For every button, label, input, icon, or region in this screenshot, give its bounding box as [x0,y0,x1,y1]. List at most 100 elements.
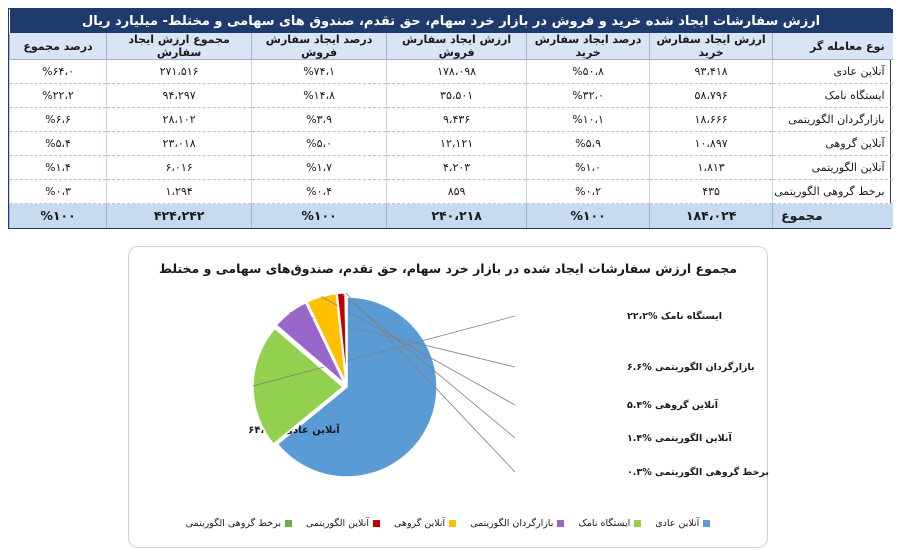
cell-sell-value: ۳۵،۵۰۱ [386,83,527,108]
cell-sell-value: ۱۷۸،۰۹۸ [386,59,527,84]
cell-sell-value: ۱۲،۱۲۱ [386,131,527,156]
legend-swatch [557,520,565,527]
legend-item: برخط گروهی الگوریتمی [186,518,292,529]
cell-trader-type: آنلاین عادی [772,59,893,84]
chart-title: مجموع ارزش سفارشات ایجاد شده در بازار خر… [158,261,738,276]
cell-buy-pct-total: %۱۰۰ [526,203,650,228]
cell-sell-value: ۴،۲۰۳ [386,155,527,180]
cell-total-pct-total: %۱۰۰ [8,203,107,228]
pie-leader-line [340,292,516,439]
cell-trader-type: آنلاین الگوریتمی [772,155,893,180]
legend-swatch [284,520,292,527]
orders-table: ارزش سفارشات ایجاد شده خرید و فروش در با… [8,9,893,228]
legend-label: بازارگردان الگوریتمی [470,518,554,529]
cell-total-label: مجموع [772,203,893,228]
header-sell-value: ارزش ایجاد سفارش فروش [386,33,527,60]
legend-label: آنلاین عادی [655,518,700,529]
table-row: آنلاین الگوریتمی ۱،۸۱۳ %۱،۰ ۴،۲۰۳ %۱،۷ ۶… [8,155,893,180]
cell-total-pct: %۱،۴ [8,155,107,180]
legend-swatch [703,520,711,527]
table-row: برخط گروهی الگوریتمی ۴۳۵ %۰،۲ ۸۵۹ %۰،۴ ۱… [8,179,893,204]
cell-buy-value-total: ۱۸۴،۰۲۴ [649,203,773,228]
cell-total-value: ۲۷۱،۵۱۶ [106,59,252,84]
table-row: آنلاین عادی ۹۳،۴۱۸ %۵۰،۸ ۱۷۸،۰۹۸ %۷۴،۱ ۲… [8,59,893,84]
legend-item: ایستگاه نامک [578,518,642,529]
cell-sell-pct: %۳،۹ [251,107,387,132]
table-row: آنلاین گروهی ۱۰،۸۹۷ %۵،۹ ۱۲،۱۲۱ %۵،۰ ۲۳،… [8,131,893,156]
header-total-value: مجموع ارزش ایجاد سفارش [106,33,252,60]
legend-swatch [449,520,457,527]
cell-total-pct: %۵،۴ [8,131,107,156]
cell-total-value: ۲۳،۰۱۸ [106,131,252,156]
cell-buy-pct: %۱۰،۱ [526,107,650,132]
pie-data-label: بازارگردان الگوریتمی %۶.۶ [627,361,755,373]
pie-leader-line [345,292,516,473]
table-row: ایستگاه نامک ۵۸،۷۹۶ %۳۲،۰ ۳۵،۵۰۱ %۱۴،۸ ۹… [8,83,893,108]
cell-buy-pct: %۵،۹ [526,131,650,156]
cell-total-pct: %۲۲،۲ [8,83,107,108]
cell-sell-value: ۹،۴۳۶ [386,107,527,132]
legend-swatch [634,520,642,527]
cell-sell-value-total: ۲۴۰،۲۱۸ [386,203,527,228]
cell-sell-value: ۸۵۹ [386,179,527,204]
pie-data-label: آنلاین گروهی %۵.۴ [627,398,719,411]
chart-legend: آنلاین عادی ایستگاه نامک بازارگردان الگوری… [129,518,767,529]
cell-trader-type: ایستگاه نامک [772,83,893,108]
legend-label: آنلاین گروهی [394,518,446,529]
cell-trader-type: برخط گروهی الگوریتمی [772,179,893,204]
header-sell-pct: درصد ایجاد سفارش فروش [251,33,387,60]
header-buy-value: ارزش ایجاد سفارش خرید [649,33,773,60]
cell-buy-value: ۹۳،۴۱۸ [649,59,773,84]
cell-total-value: ۲۸،۱۰۲ [106,107,252,132]
cell-buy-value: ۱۰،۸۹۷ [649,131,773,156]
legend-label: برخط گروهی الگوریتمی [185,518,281,529]
orders-table-container: ارزش سفارشات ایجاد شده خرید و فروش در با… [8,8,893,229]
cell-buy-value: ۴۳۵ [649,179,773,204]
legend-label: آنلاین الگوریتمی [305,518,370,529]
cell-total-value: ۹۴،۲۹۷ [106,83,252,108]
table-total-row: مجموع ۱۸۴،۰۲۴ %۱۰۰ ۲۴۰،۲۱۸ %۱۰۰ ۴۲۴،۲۴۲ … [8,203,893,228]
cell-sell-pct-total: %۱۰۰ [251,203,387,228]
cell-sell-pct: %۷۴،۱ [251,59,387,84]
cell-buy-pct: %۵۰،۸ [526,59,650,84]
legend-label: ایستگاه نامک [578,518,631,529]
cell-total-value: ۱،۲۹۴ [106,179,252,204]
pie-data-label: ایستگاه نامک %۲۲،۲ [627,310,722,322]
table-header-row: نوع معامله گر ارزش ایجاد سفارش خرید درصد… [8,33,893,60]
pie-data-label: آنلاین الگوریتمی %۱.۴ [627,431,732,444]
table-title: ارزش سفارشات ایجاد شده خرید و فروش در با… [9,9,893,33]
cell-buy-pct: %۰،۲ [526,179,650,204]
cell-sell-pct: %۵،۰ [251,131,387,156]
cell-buy-pct: %۳۲،۰ [526,83,650,108]
cell-buy-value: ۵۸،۷۹۶ [649,83,773,108]
cell-total-value-total: ۴۲۴،۲۴۲ [106,203,252,228]
cell-total-pct: %۶۴،۰ [8,59,107,84]
header-trader-type: نوع معامله گر [772,33,893,60]
cell-sell-pct: %۰،۴ [251,179,387,204]
cell-buy-value: ۱،۸۱۳ [649,155,773,180]
cell-trader-type: آنلاین گروهی [772,131,893,156]
table-row: بازارگردان الگوریتمی ۱۸،۶۶۶ %۱۰،۱ ۹،۴۳۶ … [8,107,893,132]
pie-slice [252,327,345,446]
legend-item: آنلاین الگوریتمی [305,518,381,529]
cell-sell-pct: %۱۴،۸ [251,83,387,108]
legend-item: بازارگردان الگوریتمی [470,518,565,529]
pie-data-label: برخط گروهی الگوریتمی %۰.۳ [627,466,769,478]
pie-leader-line [252,315,516,387]
cell-trader-type: بازارگردان الگوریتمی [772,107,893,132]
cell-buy-pct: %۱،۰ [526,155,650,180]
pie-chart-panel: مجموع ارزش سفارشات ایجاد شده در بازار خر… [128,246,769,548]
header-buy-pct: درصد ایجاد سفارش خرید [526,33,650,60]
cell-buy-value: ۱۸،۶۶۶ [649,107,773,132]
legend-item: آنلاین گروهی [394,518,457,529]
pie-leader-line [321,296,516,406]
cell-total-value: ۶،۰۱۶ [106,155,252,180]
cell-total-pct: %۶،۶ [8,107,107,132]
cell-sell-pct: %۱،۷ [251,155,387,180]
legend-swatch [373,520,381,527]
pie-slice [276,296,438,478]
legend-item: آنلاین عادی [655,518,711,529]
cell-total-pct: %۰،۳ [8,179,107,204]
header-total-pct: درصد مجموع [8,33,107,60]
